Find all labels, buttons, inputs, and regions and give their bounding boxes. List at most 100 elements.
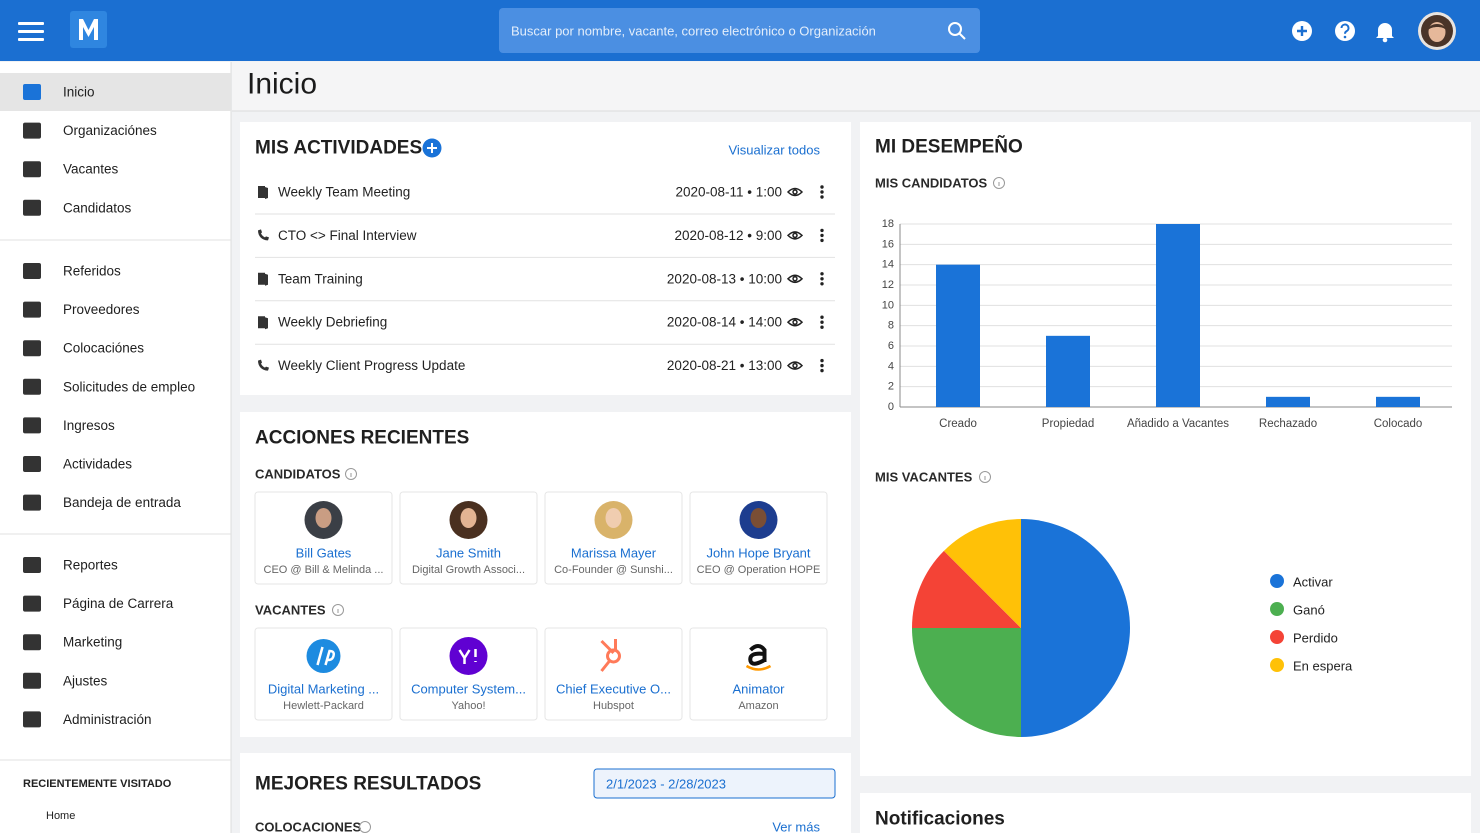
candidate-subtitle: CEO @ Operation HOPE — [697, 564, 821, 576]
activity-datetime: 2020-08-13 • 10:00 — [667, 271, 782, 286]
y-tick-label: 12 — [882, 279, 894, 291]
activity-row[interactable]: Weekly Client Progress Update 2020-08-21 … — [258, 358, 824, 373]
nav-item[interactable]: Administración — [23, 711, 152, 728]
legend-swatch — [1270, 574, 1284, 588]
vacancy-company: Amazon — [738, 700, 778, 712]
more-icon[interactable] — [820, 320, 824, 324]
notifications-button[interactable] — [1376, 23, 1394, 43]
chart-title: MIS VACANTES — [875, 470, 973, 485]
nav-label: Referidos — [63, 264, 121, 279]
info-icon[interactable] — [345, 468, 357, 480]
nav-item[interactable]: Proveedores — [23, 301, 140, 318]
date-range-input[interactable] — [593, 768, 836, 799]
help-button[interactable] — [1335, 21, 1355, 41]
nav-item[interactable]: Reportes — [23, 557, 118, 573]
view-icon[interactable] — [786, 231, 804, 240]
candidate-tile[interactable]: Jane Smith Digital Growth Associ... — [399, 491, 538, 585]
activity-row[interactable]: Weekly Debriefing 2020-08-14 • 14:00 — [258, 315, 824, 330]
info-icon[interactable] — [332, 604, 344, 616]
section-label: CANDIDATOS — [255, 467, 341, 482]
view-icon[interactable] — [786, 187, 804, 197]
see-more-link[interactable]: Ver más — [772, 820, 820, 833]
view-icon[interactable] — [786, 317, 804, 327]
search-box[interactable] — [499, 8, 980, 53]
more-icon[interactable] — [820, 233, 824, 238]
candidate-subtitle: CEO @ Bill & Melinda ... — [264, 564, 384, 576]
bar — [1266, 396, 1310, 407]
info-icon[interactable] — [979, 471, 991, 483]
charts: 0 2 4 6 8 10 12 14 16 18 Creado Propiedad Añadido a … — [882, 218, 1452, 737]
vacancy-tile[interactable]: Digital Marketing ... Hewlett-Packard — [254, 627, 393, 721]
nav-item[interactable]: Referidos — [23, 263, 121, 279]
candidate-name: Bill Gates — [296, 546, 352, 561]
info-icon[interactable] — [993, 177, 1005, 189]
activity-row[interactable]: Team Training 2020-08-13 • 10:00 — [258, 271, 824, 286]
nav-label: Ajustes — [63, 673, 108, 688]
more-icon[interactable] — [820, 325, 824, 329]
add-button[interactable] — [1292, 21, 1312, 41]
more-icon[interactable] — [820, 238, 824, 243]
activity-row[interactable]: CTO <> Final Interview 2020-08-12 • 9:00 — [258, 228, 824, 243]
more-icon[interactable] — [820, 363, 824, 368]
vacancy-tile[interactable]: Computer System... Yahoo! — [399, 627, 538, 721]
nav-item[interactable]: Bandeja de entrada — [23, 494, 181, 511]
add-activity-button[interactable] — [422, 138, 442, 158]
candidate-face — [460, 508, 477, 528]
nav-icon — [23, 634, 41, 651]
nav-label: Administración — [63, 712, 152, 727]
vacancy-tile[interactable]: Chief Executive O... Hubspot — [544, 627, 683, 721]
recent-title: RECIENTEMENTE VISITADO — [23, 778, 172, 790]
vacancy-title: Computer System... — [411, 682, 526, 697]
recent-item[interactable]: Home — [46, 810, 75, 822]
nav-icon — [23, 122, 41, 139]
nav-icon — [23, 456, 41, 472]
more-icon[interactable] — [820, 228, 824, 233]
more-icon[interactable] — [820, 315, 824, 319]
vacancy-tile[interactable]: Animator Amazon — [689, 627, 828, 721]
nav-item[interactable]: Actividades — [23, 456, 132, 472]
view-icon[interactable] — [786, 274, 804, 284]
nav-item[interactable]: Marketing — [23, 634, 122, 651]
user-avatar[interactable] — [1418, 12, 1456, 50]
nav-item[interactable]: Vacantes — [23, 161, 119, 178]
more-icon[interactable] — [820, 368, 824, 373]
card-title: ACCIONES RECIENTES — [255, 428, 469, 449]
menu-button[interactable] — [18, 22, 44, 41]
more-icon[interactable] — [820, 195, 824, 199]
candidate-name: Jane Smith — [436, 546, 501, 561]
meeting-icon — [258, 272, 268, 286]
activity-title: Weekly Team Meeting — [278, 185, 410, 200]
more-icon[interactable] — [820, 272, 824, 276]
view-icon[interactable] — [786, 361, 804, 370]
nav-item[interactable]: Organizaciónes — [23, 122, 157, 139]
nav-item[interactable]: Ajustes — [23, 672, 108, 689]
nav-item[interactable]: Ingresos — [23, 417, 115, 434]
more-icon[interactable] — [820, 185, 824, 189]
candidate-tile[interactable]: John Hope Bryant CEO @ Operation HOPE — [689, 491, 828, 585]
nav-icon — [23, 494, 41, 511]
search-icon[interactable] — [948, 22, 966, 40]
more-icon[interactable] — [820, 282, 824, 286]
nav-icon — [23, 557, 41, 573]
view-all-link[interactable]: Visualizar todos — [728, 143, 820, 158]
logo[interactable] — [70, 11, 107, 48]
nav-item[interactable]: Solicitudes de empleo — [23, 378, 195, 395]
nav-icon — [23, 263, 41, 279]
candidate-tile[interactable]: Marissa Mayer Co-Founder @ Sunshi... — [544, 491, 683, 585]
candidate-tile[interactable]: Bill Gates CEO @ Bill & Melinda ... — [254, 491, 393, 585]
legend-swatch — [1270, 630, 1284, 644]
nav-item[interactable]: Inicio — [23, 84, 95, 100]
more-icon[interactable] — [820, 190, 824, 194]
activity-list: Weekly Team Meeting 2020-08-11 • 1:00 CTO … — [255, 185, 835, 373]
logo-mark — [316, 646, 335, 666]
nav-item[interactable]: Colocaciónes — [23, 340, 144, 357]
nav-icon — [23, 378, 41, 395]
nav-item[interactable]: Candidatos — [23, 199, 132, 216]
vacancy-company: Hubspot — [593, 700, 634, 712]
nav-item[interactable]: Página de Carrera — [23, 595, 174, 612]
more-icon[interactable] — [820, 358, 824, 363]
pie-slice — [912, 628, 1021, 737]
y-tick-label: 4 — [888, 360, 894, 372]
activity-row[interactable]: Weekly Team Meeting 2020-08-11 • 1:00 — [258, 185, 824, 200]
more-icon[interactable] — [820, 277, 824, 281]
